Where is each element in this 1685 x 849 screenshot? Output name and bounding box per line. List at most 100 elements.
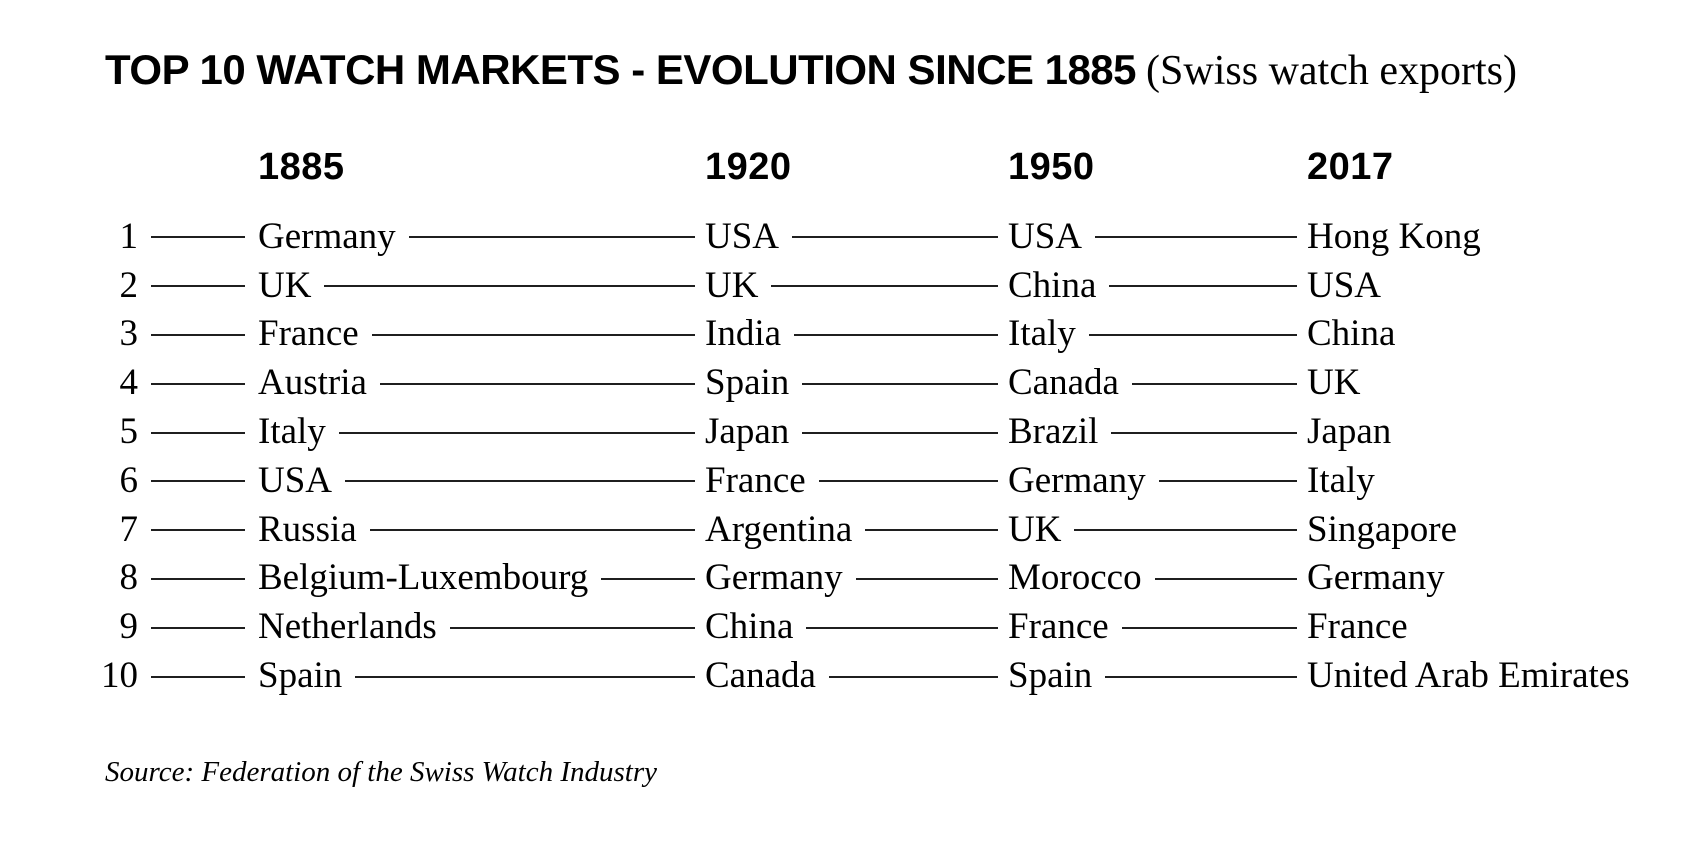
country-name-1950: Germany: [1008, 459, 1146, 501]
connector-line: [828, 675, 998, 678]
connector-line: [802, 382, 998, 385]
cell-2017: USA: [1307, 267, 1652, 304]
country-name-1920: India: [705, 313, 782, 355]
cell-1885: Belgium-Luxembourg: [258, 559, 705, 596]
country-name-1950: Brazil: [1008, 411, 1099, 453]
cell-1950: France: [1008, 608, 1307, 645]
rank-label: 6: [119, 459, 139, 501]
country-name-1920: USA: [705, 215, 780, 257]
connector-line: [151, 675, 245, 678]
cell-1920: Germany: [705, 559, 1008, 596]
cell-1950: Italy: [1008, 315, 1307, 352]
connector-line: [792, 236, 998, 239]
cell-2017: China: [1307, 315, 1652, 352]
cell-1950: Morocco: [1008, 559, 1307, 596]
connector-line: [1121, 626, 1297, 629]
cell-1950: Canada: [1008, 364, 1307, 401]
cell-2017: Japan: [1307, 413, 1652, 450]
country-name-2017: United Arab Emirates: [1307, 655, 1630, 697]
country-name-1920: Germany: [705, 557, 843, 599]
column-header-2017: 2017: [1307, 146, 1394, 188]
column-header-1950: 1950: [1008, 146, 1095, 188]
cell-1885: Italy: [258, 413, 705, 450]
table-row: 3 France India Italy China: [90, 310, 1652, 359]
rank-connector: [138, 528, 258, 532]
cell-1920: USA: [705, 218, 1008, 255]
table-row: 6 USA France Germany Italy: [90, 456, 1652, 505]
cell-1950: USA: [1008, 218, 1307, 255]
country-name-2017: UK: [1307, 362, 1361, 404]
table-body: 1 Germany USA USA Hong Kong 2 UK UK: [90, 212, 1652, 700]
country-name-1950: China: [1008, 264, 1097, 306]
connector-line: [151, 236, 245, 239]
rank-label: 9: [119, 606, 139, 648]
rank-label: 7: [119, 508, 139, 550]
country-name-2017: China: [1307, 313, 1396, 355]
connector-line: [379, 382, 695, 385]
country-name-1885: Spain: [258, 655, 343, 697]
cell-1885: Spain: [258, 657, 705, 694]
connector-line: [1109, 285, 1297, 288]
cell-1885: Germany: [258, 218, 705, 255]
cell-1885: USA: [258, 462, 705, 499]
country-name-2017: France: [1307, 606, 1408, 648]
connector-line: [1074, 529, 1297, 532]
country-name-1885: Italy: [258, 411, 326, 453]
country-name-1950: Morocco: [1008, 557, 1142, 599]
connector-line: [1154, 577, 1297, 580]
cell-1920: Argentina: [705, 511, 1008, 548]
connector-line: [865, 529, 998, 532]
cell-1885: Austria: [258, 364, 705, 401]
page-title-note: (Swiss watch exports): [1146, 48, 1517, 94]
rank-connector: [138, 235, 258, 239]
connector-line: [771, 285, 998, 288]
cell-1920: Canada: [705, 657, 1008, 694]
rank-label: 5: [119, 411, 139, 453]
table-row: 10 Spain Canada Spain United Arab Emirat…: [90, 651, 1652, 700]
rank-label: 4: [119, 362, 139, 404]
page-title-main: TOP 10 WATCH MARKETS - EVOLUTION SINCE 1…: [105, 46, 1137, 93]
connector-line: [449, 626, 695, 629]
table-row: 7 Russia Argentina UK Singapore: [90, 505, 1652, 554]
rank-connector: [138, 675, 258, 678]
rank-label: 3: [119, 313, 139, 355]
country-name-1885: UK: [258, 264, 312, 306]
connector-line: [371, 333, 695, 336]
connector-line: [806, 626, 998, 629]
cell-1885: Russia: [258, 511, 705, 548]
cell-1920: China: [705, 608, 1008, 645]
rank-connector: [138, 382, 258, 385]
connector-line: [151, 480, 245, 483]
cell-1950: Germany: [1008, 462, 1307, 499]
country-name-1885: Russia: [258, 508, 357, 550]
country-name-2017: USA: [1307, 264, 1382, 306]
table-row: 1 Germany USA USA Hong Kong: [90, 212, 1652, 261]
cell-1920: Japan: [705, 413, 1008, 450]
cell-1885: UK: [258, 267, 705, 304]
country-name-1950: Italy: [1008, 313, 1076, 355]
country-name-1950: UK: [1008, 508, 1062, 550]
table-row: 5 Italy Japan Brazil Japan: [90, 407, 1652, 456]
connector-line: [1105, 675, 1297, 678]
rank-connector: [138, 284, 258, 288]
country-name-1885: Netherlands: [258, 606, 437, 648]
connector-line: [818, 480, 998, 483]
connector-line: [855, 577, 998, 580]
country-name-2017: Italy: [1307, 459, 1375, 501]
rank-label: 1: [119, 215, 139, 257]
country-name-2017: Singapore: [1307, 508, 1458, 550]
connector-line: [151, 626, 245, 629]
connector-line: [151, 285, 245, 288]
cell-1920: France: [705, 462, 1008, 499]
connector-line: [151, 577, 245, 580]
country-name-1920: France: [705, 459, 806, 501]
country-name-1950: Canada: [1008, 362, 1119, 404]
cell-1950: China: [1008, 267, 1307, 304]
country-name-1920: Argentina: [705, 508, 853, 550]
page-title: TOP 10 WATCH MARKETS - EVOLUTION SINCE 1…: [105, 46, 1517, 95]
table-row: 4 Austria Spain Canada UK: [90, 358, 1652, 407]
rank-label: 8: [119, 557, 139, 599]
rank-evolution-table: 1885 1920 1950 2017 1 Germany USA USA Ho…: [90, 142, 1652, 700]
cell-1920: UK: [705, 267, 1008, 304]
column-header-1920: 1920: [705, 146, 792, 188]
